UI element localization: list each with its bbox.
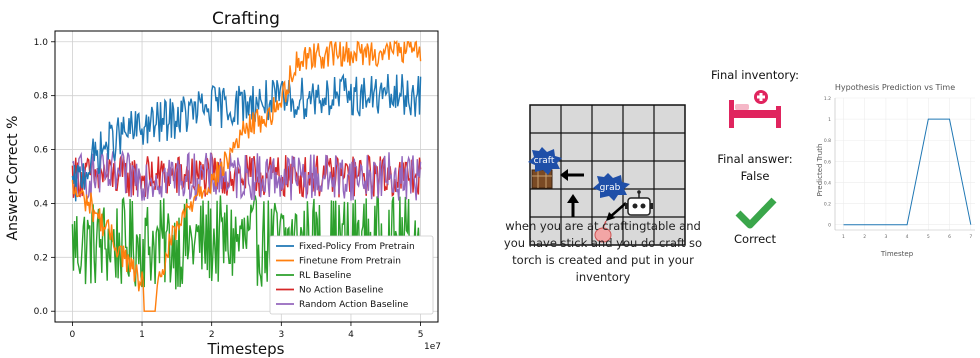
x-tick-label: 5 [927,234,930,240]
x-tick-label: 7 [969,234,972,240]
hypothesis-y-axis-label: Predicted Truth [816,144,824,197]
arrow-up-icon [567,194,579,217]
grid-world: craft grab [528,104,686,246]
y-tick-label: 0 [828,223,831,229]
x-tick-label: 5 [418,330,424,340]
legend-label: RL Baseline [299,271,352,281]
y-tick-label: 0.4 [824,180,831,186]
y-tick-label: 0.2 [34,253,48,263]
hypothesis-line [843,118,972,226]
hypothesis-y-tick-labels: 0 0.2 0.4 0.6 0.8 1 1.2 [824,96,831,229]
check-icon [735,197,777,229]
arrow-left-icon [560,169,584,181]
x-tick-label: 1 [139,330,145,340]
stick-item-icon [594,220,612,243]
series-line [71,195,422,290]
chart-axes [51,30,439,326]
result-label: Correct [734,232,776,246]
grab-label: grab [600,183,621,193]
hypothesis-chart-title: Hypothesis Prediction vs Time [835,83,955,92]
y-tick-label: 0.0 [34,307,49,317]
y-tick-label: 1.2 [824,96,831,102]
hypothesis-series [843,118,972,226]
caption-line: you have stick and you do craft so [503,236,703,250]
final-answer-label: Final answer: [717,152,793,166]
y-tick-label: 0.2 [824,202,831,208]
caption-line: inventory [575,270,631,284]
x-tick-label: 3 [884,234,887,240]
caption-line: when you are at craftingtable and [505,219,701,233]
y-tick-label: 1.0 [34,38,49,48]
hypothesis-chart-grid [835,97,975,230]
craftingtable-icon [531,169,553,189]
hypothesis-x-tick-labels: 1 2 3 4 5 6 7 [842,234,972,240]
chart-legend: Fixed-Policy From Pretrain Finetune From … [269,235,434,315]
legend-label: Fixed-Policy From Pretrain [299,242,415,252]
x-tick-labels: 0 1 2 3 4 5 [70,330,424,340]
y-tick-label: 0.6 [824,159,831,165]
x-tick-label: 1 [842,234,845,240]
chart-title: Crafting [212,9,280,29]
legend-label: Finetune From Pretrain [299,257,401,267]
final-answer-value: False [740,169,770,183]
robot-icon [625,190,653,216]
x-exponent-label: 1e7 [424,342,441,352]
x-tick-label: 2 [863,234,866,240]
y-tick-label: 1 [828,117,831,123]
hypothesis-chart-axes [834,98,975,231]
y-tick-label: 0.8 [824,138,831,144]
inventory-panel: Final inventory: Final answer: False Cor… [700,60,810,260]
final-inventory-label: Final inventory: [711,68,799,82]
y-tick-label: 0.8 [34,92,49,102]
y-tick-label: 0.4 [34,199,49,209]
caption-line: torch is created and put in your [512,253,694,267]
env-caption: when you are at craftingtable and you ha… [500,218,706,286]
chart-series [71,40,422,312]
x-tick-label: 2 [209,330,215,340]
x-axis-label: Timesteps [207,340,285,358]
x-tick-label: 0 [70,330,76,340]
x-tick-label: 3 [278,330,284,340]
plot-frame [54,30,439,323]
y-tick-label: 0.6 [34,146,49,156]
series-line [72,149,422,202]
y-axis-label: Answer Correct % [5,116,21,241]
grab-badge: grab [593,173,630,201]
arrow-diagonal-icon [606,202,627,221]
craft-label: craft [534,156,555,166]
x-tick-label: 4 [906,234,909,240]
x-tick-label: 4 [348,330,354,340]
y-tick-labels: 0.0 0.2 0.4 0.6 0.8 1.0 [34,38,49,317]
series-line [71,40,422,312]
legend-box [269,235,434,315]
series-line [71,73,422,202]
craft-badge: craft [528,147,562,175]
legend-label: Random Action Baseline [299,300,409,310]
x-tick-label: 6 [948,234,951,240]
hypothesis-x-axis-label: Timestep [880,250,914,258]
legend-label: No Action Baseline [299,286,384,296]
main-chart: Crafting 0 1 2 3 4 5 0.0 0.2 0.4 0.6 0.8 1.0 Times… [5,9,441,358]
bed-icon [729,90,781,128]
